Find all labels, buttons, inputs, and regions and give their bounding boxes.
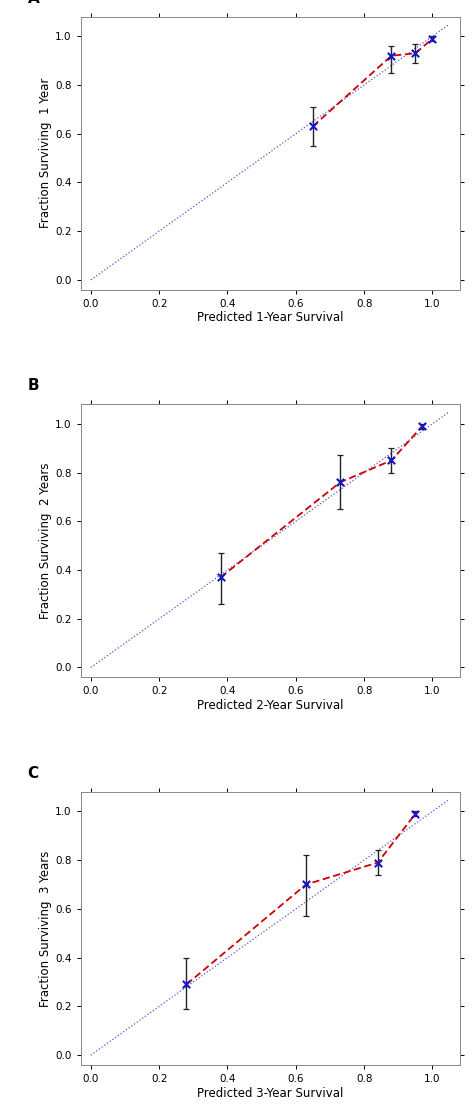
Point xyxy=(302,875,310,893)
Point xyxy=(182,976,190,993)
X-axis label: Predicted 2-Year Survival: Predicted 2-Year Survival xyxy=(197,699,344,712)
Point xyxy=(217,569,224,586)
X-axis label: Predicted 3-Year Survival: Predicted 3-Year Survival xyxy=(197,1087,343,1099)
Point xyxy=(309,117,317,135)
Point xyxy=(374,854,382,872)
Y-axis label: Fraction Surviving  1 Year: Fraction Surviving 1 Year xyxy=(39,78,52,229)
Text: A: A xyxy=(27,0,39,6)
Point xyxy=(411,805,419,823)
Point xyxy=(388,452,395,469)
Point xyxy=(411,45,419,62)
X-axis label: Predicted 1-Year Survival: Predicted 1-Year Survival xyxy=(197,311,344,324)
Y-axis label: Fraction Surviving  2 Years: Fraction Surviving 2 Years xyxy=(39,463,52,619)
Text: B: B xyxy=(27,378,39,394)
Point xyxy=(388,47,395,65)
Point xyxy=(419,417,426,435)
Y-axis label: Fraction Surviving  3 Years: Fraction Surviving 3 Years xyxy=(39,850,52,1007)
Point xyxy=(428,30,436,48)
Point xyxy=(337,474,344,492)
Text: C: C xyxy=(27,766,38,780)
